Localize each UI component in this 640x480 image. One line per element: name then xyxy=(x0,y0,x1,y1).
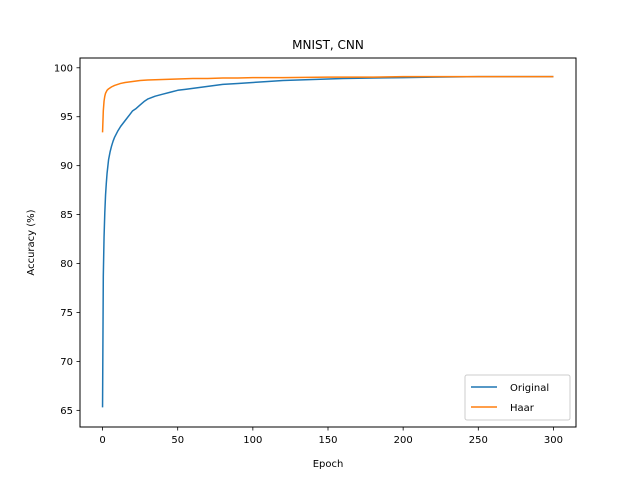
x-axis-label: Epoch xyxy=(313,459,344,470)
legend-label-original: Original xyxy=(510,383,549,394)
y-tick-label: 75 xyxy=(60,308,73,319)
series-line-haar xyxy=(101,75,554,133)
legend: Original Haar xyxy=(464,374,571,421)
y-tick-label: 100 xyxy=(54,63,73,74)
x-tick-label: 300 xyxy=(544,435,563,446)
y-axis: 65 70 75 80 85 90 95 100 xyxy=(54,63,80,417)
y-tick-label: 90 xyxy=(60,161,73,172)
y-axis-label: Accuracy (%) xyxy=(26,209,37,275)
y-tick-label: 80 xyxy=(60,259,73,270)
x-axis: 0 50 100 150 200 250 300 xyxy=(99,427,563,446)
x-tick-label: 100 xyxy=(243,435,262,446)
y-tick-label: 85 xyxy=(60,210,73,221)
chart-title: MNIST, CNN xyxy=(292,38,364,52)
x-tick-label: 200 xyxy=(394,435,413,446)
y-tick-label: 70 xyxy=(60,357,73,368)
x-tick-label: 50 xyxy=(171,435,184,446)
legend-label-haar: Haar xyxy=(510,403,535,414)
y-tick-label: 65 xyxy=(60,406,73,417)
x-tick-label: 250 xyxy=(469,435,488,446)
series-layer xyxy=(101,75,554,408)
series-line-original xyxy=(101,75,554,408)
y-tick-label: 95 xyxy=(60,112,73,123)
x-tick-label: 0 xyxy=(99,435,105,446)
x-tick-label: 150 xyxy=(318,435,337,446)
